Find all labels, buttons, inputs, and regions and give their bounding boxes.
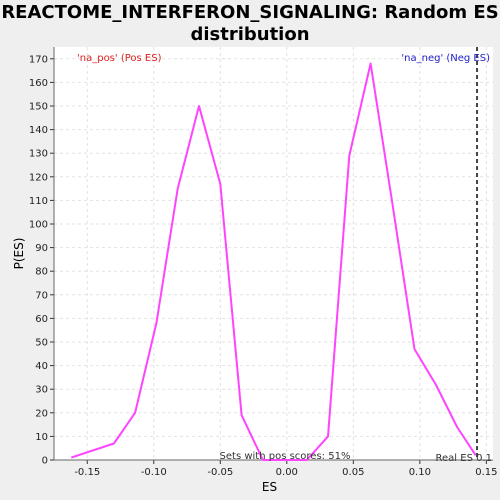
chart-title: REACTOME_INTERFERON_SIGNALING: Random ES… (0, 2, 500, 46)
real-es-label: Real ES 0.1 (436, 453, 492, 464)
neg-es-label: 'na_neg' (Neg ES) (401, 53, 490, 64)
y-tick-label: 60 (35, 314, 48, 325)
y-tick-label: 40 (35, 361, 48, 372)
x-tick-label: -0.15 (74, 467, 100, 478)
x-axis-label: ES (262, 480, 277, 494)
y-tick-label: 130 (29, 149, 48, 160)
y-tick-label: 170 (29, 54, 48, 65)
y-tick-label: 150 (29, 102, 48, 113)
x-tick-label: -0.05 (207, 467, 233, 478)
y-tick-label: 10 (35, 432, 48, 443)
y-tick-label: 70 (35, 290, 48, 301)
x-tick-label: -0.10 (141, 467, 167, 478)
y-tick-label: 30 (35, 385, 48, 396)
y-tick-label: 120 (29, 172, 48, 183)
series-line (70, 62, 477, 461)
y-axis-label: P(ES) (12, 238, 26, 270)
grid (54, 47, 493, 461)
annotation-layer: 'na_pos' (Pos ES) 'na_neg' (Neg ES) Sets w… (77, 47, 492, 464)
axes: 0 10 20 30 40 50 60 70 80 90 100 110 120 130 140 150 160… (12, 47, 497, 494)
chart-title-line-1: REACTOME_INTERFERON_SIGNALING: Random ES (1, 2, 499, 23)
x-tick-label: 0.05 (342, 467, 364, 478)
y-tick-label: 110 (29, 196, 48, 207)
y-tick-label: 0 (42, 456, 48, 467)
y-tick-label: 100 (29, 220, 48, 231)
y-tick-label: 20 (35, 408, 48, 419)
y-tick-label: 80 (35, 267, 48, 278)
y-tick-label: 160 (29, 78, 48, 89)
y-tick-label: 50 (35, 338, 48, 349)
pos-es-label: 'na_pos' (Pos ES) (77, 53, 162, 64)
y-tick-label: 90 (35, 243, 48, 254)
pos-scores-label: Sets with pos scores: 51% (220, 451, 351, 462)
plot-area (54, 47, 493, 460)
chart-title-line-2: distribution (190, 24, 310, 45)
y-tick-label: 140 (29, 125, 48, 136)
series-layer (70, 62, 477, 461)
x-tick-label: 0.15 (475, 467, 497, 478)
x-tick-label: 0.10 (409, 467, 431, 478)
x-tick-label: 0.00 (276, 467, 298, 478)
